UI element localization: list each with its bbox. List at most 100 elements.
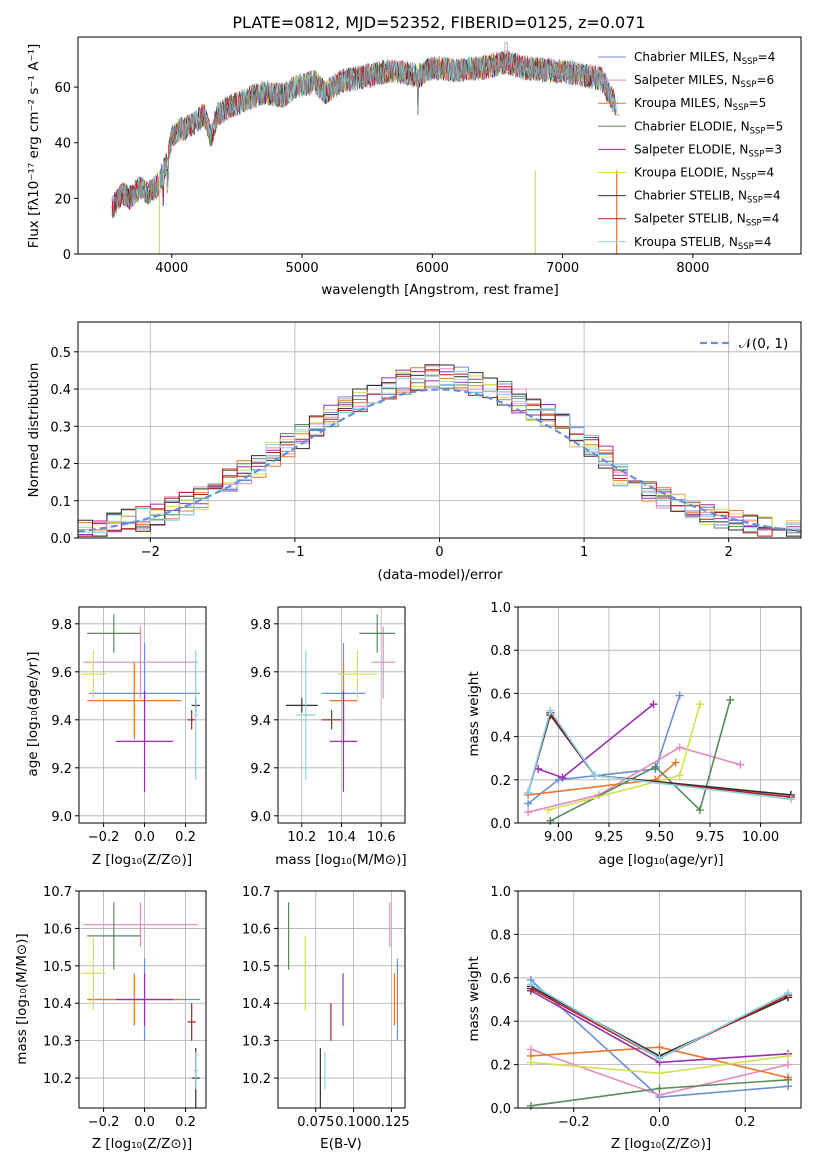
legend-nssp-value: 4 (772, 212, 780, 226)
y-tick-label: 10.6 (242, 922, 271, 937)
axes-frame (277, 890, 406, 1109)
y-tick-label: 10.7 (242, 885, 271, 900)
y-tick-label: 0.0 (490, 817, 511, 832)
histogram-x-tick-label: 2 (725, 545, 733, 560)
histogram-step-line (78, 369, 801, 537)
legend-nssp-prefix: , N (725, 50, 742, 64)
legend-nssp-subscript: SSP (746, 219, 762, 229)
mass-vs-Z-panel: −0.2 0.0 0.2 10.2 10.3 10.4 10.5 10.6 10.7 (43, 885, 207, 1130)
age-vs-mass-xlabel: mass [log₁₀(M/M⊙)] (275, 852, 406, 868)
errorbar-cross (371, 626, 396, 699)
mass-weight-vs-age-xlabel: age [log₁₀(age/yr)] (598, 852, 723, 868)
legend-nssp-prefix: , N (724, 73, 741, 87)
y-tick-label: 0.6 (490, 687, 511, 702)
panel-ticks: −0.2 0.0 0.2 0.0 0.2 0.4 0.6 0.8 1.0 (490, 885, 755, 1130)
y-tick-label: 9.4 (51, 714, 72, 729)
weight-marker (786, 795, 795, 804)
y-tick-label: 9.0 (250, 810, 271, 825)
spectrum-x-tick-label: 7000 (546, 261, 579, 276)
histogram-y-tick-label: 0.1 (50, 495, 71, 510)
y-tick-label: 10.3 (242, 1035, 271, 1050)
histogram-x-ticks: −2 −1 0 1 2 (141, 538, 733, 560)
legend-model-name: Chabrier MILES (634, 50, 725, 64)
legend-nssp-value: 4 (767, 166, 775, 180)
weight-marker (524, 788, 533, 797)
mass-vs-ebv-panel: 0.075 0.1000.125 10.2 10.3 10.4 10.5 10.6 10.7 (242, 885, 410, 1130)
legend-nssp-prefix: , N (724, 166, 741, 180)
spectrum-y-tick-label: 40 (54, 137, 71, 152)
legend-entry: Chabrier STELIB, NSSP=4 (634, 189, 781, 206)
weight-marker (590, 771, 599, 780)
legend-model-name: Kroupa STELIB (634, 235, 721, 249)
y-tick-label: 9.0 (51, 810, 72, 825)
histogram-panel: −2 −1 0 1 2 0.0 0.1 0.2 0.3 0.4 0.5 (data-model)/… (26, 321, 802, 583)
y-tick-label: 0.2 (490, 774, 511, 789)
weight-marker (675, 691, 684, 700)
x-tick-label: 10.00 (742, 830, 779, 845)
weight-marker (784, 1075, 793, 1084)
age-vs-Z-panel: −0.2 0.0 0.2 9.0 9.2 9.4 9.6 9.8 (51, 606, 207, 845)
y-tick-label: 10.5 (242, 960, 271, 975)
legend-nssp-subscript: SSP (747, 196, 763, 206)
spectrum-ylabel: Flux [fλ10⁻¹⁷ erg cm⁻² s⁻¹ A⁻¹] (26, 44, 42, 249)
legend-model-name: Kroupa ELODIE (634, 166, 724, 180)
mass-vs-ebv-xlabel: E(B-V) (320, 1136, 362, 1152)
weight-marker (651, 762, 660, 771)
gaussian-legend-label: 𝒩(0, 1) (739, 336, 788, 352)
errorbar-cross (321, 710, 342, 730)
x-tick-label: 9.00 (544, 830, 573, 845)
errorbar-cross (285, 698, 318, 713)
weight-marker (546, 706, 555, 715)
y-tick-label: 0.6 (490, 972, 511, 987)
legend-model-name: Kroupa MILES (634, 96, 716, 110)
errorbar-cross (81, 935, 106, 1011)
histogram-xlabel: (data-model)/error (377, 567, 503, 583)
legend-nssp-value: 3 (774, 142, 782, 156)
spectrum-y-tick-label: 0 (63, 248, 71, 263)
legend-nssp-eq: = (763, 189, 773, 203)
weight-marker (524, 799, 533, 808)
x-tick-label: 9.25 (594, 830, 623, 845)
weight-marker (546, 816, 555, 825)
x-tick-label: 9.50 (645, 830, 674, 845)
mass-vs-Z-xlabel: Z [log₁₀(Z/Z⊙)] (92, 1136, 192, 1152)
y-tick-label: 10.5 (43, 960, 72, 975)
weight-line (527, 708, 791, 800)
legend-entry: Salpeter ELODIE, NSSP=3 (634, 142, 782, 159)
legend-entry: Chabrier ELODIE, NSSP=5 (634, 119, 783, 136)
x-tick-label: 0.2 (735, 1115, 756, 1130)
weight-marker (524, 808, 533, 817)
histogram-y-tick-label: 0.3 (50, 420, 71, 435)
legend-model-name: Salpeter ELODIE (634, 142, 732, 156)
weight-marker (784, 988, 793, 997)
weight-line (527, 695, 681, 805)
legend-nssp-eq: = (764, 142, 774, 156)
legend-nssp-subscript: SSP (741, 80, 757, 90)
y-tick-label: 1.0 (490, 885, 511, 900)
x-tick-label: 0.2 (175, 1115, 196, 1130)
y-tick-label: 10.2 (43, 1072, 72, 1087)
weight-marker (526, 1101, 535, 1110)
legend-entry: Kroupa STELIB, NSSP=4 (634, 235, 772, 252)
weight-marker (784, 1051, 793, 1060)
weight-marker (544, 806, 553, 815)
errorbar-marks (287, 902, 399, 1108)
x-tick-label: 0.075 (297, 1115, 334, 1130)
weight-marker (554, 775, 563, 784)
weight-series (526, 975, 793, 1110)
errorbar-cross (87, 902, 141, 970)
y-tick-label: 9.6 (250, 666, 271, 681)
spectrum-x-ticks: 4000 5000 6000 7000 8000 (155, 254, 709, 276)
panel-ticks: −0.2 0.0 0.2 9.0 9.2 9.4 9.6 9.8 (51, 618, 196, 845)
legend-entry: Salpeter STELIB, NSSP=4 (634, 212, 779, 229)
age-vs-Z-ylabel: age [log₁₀(age/yr)] (25, 651, 41, 776)
legend-nssp-eq: = (762, 212, 772, 226)
histogram-y-ticks: 0.0 0.1 0.2 0.3 0.4 0.5 (50, 346, 78, 547)
weight-series (524, 691, 795, 825)
histogram-x-tick-label: −1 (285, 545, 304, 560)
x-tick-label: 0.1000.125 (335, 1115, 409, 1130)
y-tick-label: 9.4 (250, 714, 271, 729)
weight-marker (655, 1043, 664, 1052)
spectrum-y-ticks: 0 20 40 60 (54, 81, 78, 263)
